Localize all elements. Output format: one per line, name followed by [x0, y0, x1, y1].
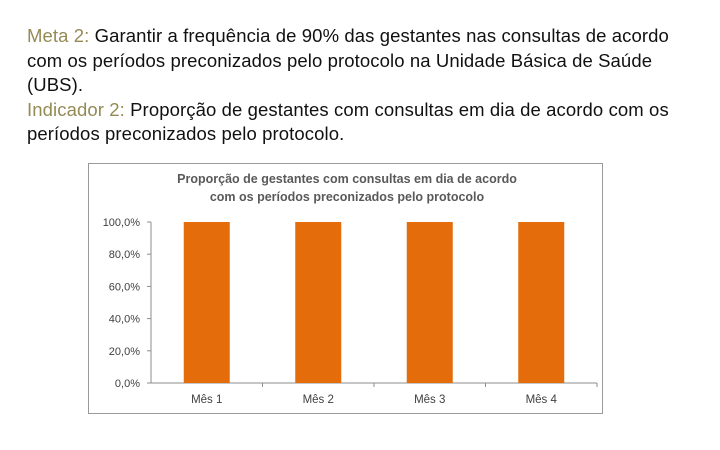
- chart-container: Proporção de gestantes com consultas em …: [88, 163, 603, 414]
- goal-text: Garantir a frequência de 90% das gestant…: [27, 25, 669, 95]
- bar: [518, 222, 565, 383]
- goal-paragraph: Meta 2: Garantir a frequência de 90% das…: [27, 24, 707, 98]
- y-tick-label: 0,0%: [115, 378, 140, 390]
- chart-title-line: com os períodos preconizados pelo protoc…: [210, 190, 485, 204]
- y-tick-label: 80,0%: [109, 249, 140, 261]
- x-tick-label: Mês 1: [191, 394, 222, 406]
- bar: [295, 222, 342, 383]
- bar-chart: Proporção de gestantes com consultas em …: [103, 172, 598, 406]
- indicator-label: Indicador 2:: [27, 98, 125, 120]
- bar: [183, 222, 230, 383]
- y-tick-label: 100,0%: [103, 217, 141, 229]
- x-tick-label: Mês 2: [303, 394, 334, 406]
- y-tick-label: 20,0%: [109, 346, 140, 358]
- y-tick-label: 40,0%: [109, 314, 140, 326]
- x-tick-label: Mês 3: [414, 394, 445, 406]
- indicator-paragraph: Indicador 2: Proporção de gestantes com …: [27, 98, 707, 147]
- goal-label: Meta 2:: [27, 25, 90, 46]
- x-tick-label: Mês 4: [526, 394, 558, 406]
- chart-title-line: Proporção de gestantes com consultas em …: [177, 172, 517, 186]
- indicator-text: Proporção de gestantes com consultas em …: [27, 98, 669, 145]
- y-tick-label: 60,0%: [109, 281, 140, 293]
- description-text: Meta 2: Garantir a frequência de 90% das…: [27, 24, 707, 147]
- bar: [406, 222, 453, 383]
